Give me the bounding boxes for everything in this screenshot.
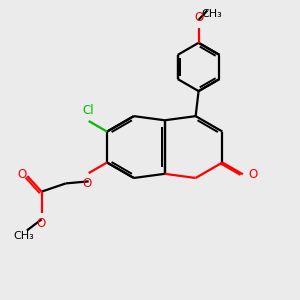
Text: O: O: [36, 217, 46, 230]
Text: CH₃: CH₃: [13, 231, 34, 241]
Text: O: O: [194, 11, 203, 24]
Text: CH₃: CH₃: [202, 9, 222, 19]
Text: Cl: Cl: [82, 104, 94, 118]
Text: O: O: [248, 168, 257, 182]
Text: O: O: [82, 177, 92, 190]
Text: O: O: [17, 168, 27, 181]
